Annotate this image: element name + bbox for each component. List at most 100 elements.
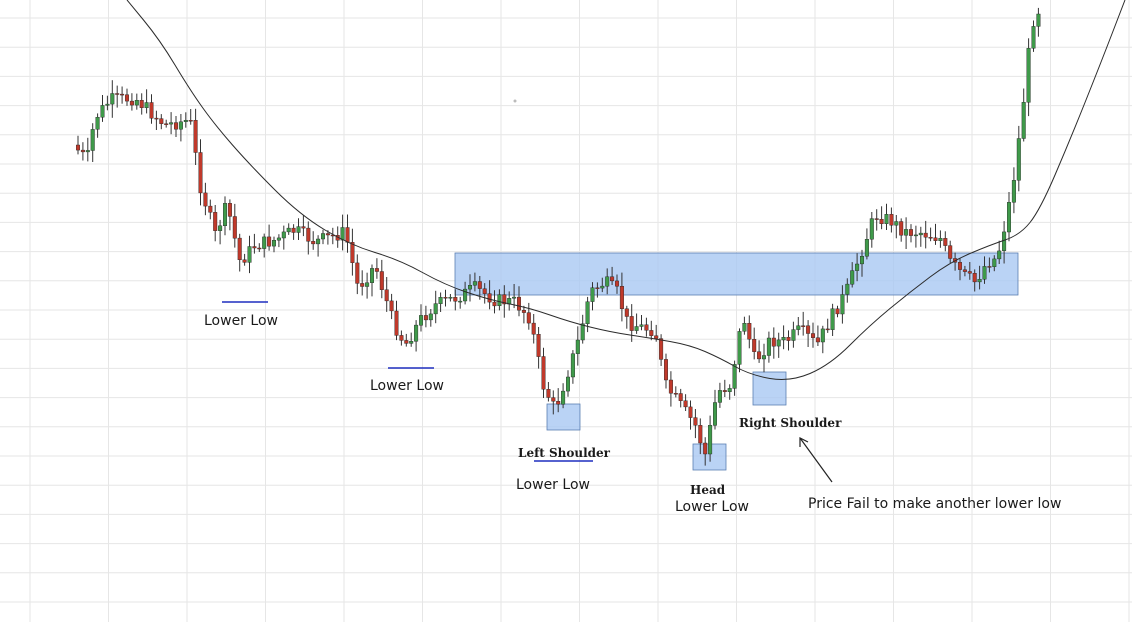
head-label: Head <box>690 483 726 497</box>
candle-body <box>561 390 566 405</box>
candle-body <box>850 270 855 285</box>
candle-body <box>708 425 713 455</box>
candle-body <box>355 262 360 284</box>
candle-body <box>752 339 757 352</box>
candle-body <box>370 268 375 283</box>
candle-body <box>257 247 262 250</box>
candle-body <box>468 285 473 290</box>
candle-body <box>566 376 571 392</box>
candle-body <box>492 301 497 307</box>
price-fail-note: Price Fail to make another lower low <box>808 496 1061 512</box>
candle-body <box>267 236 272 247</box>
candle-body <box>1036 13 1041 27</box>
candle-body <box>551 397 556 402</box>
candle-body <box>757 351 762 360</box>
candle-body <box>634 326 639 331</box>
candle-body <box>796 325 801 330</box>
candle-body <box>252 246 257 249</box>
candle-body <box>247 246 252 263</box>
candle-body <box>144 102 149 109</box>
candle-body <box>458 300 463 303</box>
candle-body <box>1026 48 1031 103</box>
candle-body <box>713 402 718 426</box>
candle-body <box>791 329 796 341</box>
candle-body <box>879 218 884 224</box>
candle-body <box>242 259 247 263</box>
candle-body <box>399 335 404 341</box>
candle-body <box>521 310 526 313</box>
candle-body <box>115 93 120 95</box>
candle-body <box>419 315 424 326</box>
candle-body <box>517 296 522 311</box>
candle-body <box>463 288 468 302</box>
lower-low-3-label: Lower Low <box>516 477 590 493</box>
candle-body <box>717 390 722 403</box>
candle-body <box>884 214 889 225</box>
candle-body <box>379 271 384 290</box>
candle-body <box>688 406 693 418</box>
candle-body <box>585 301 590 325</box>
candle-body <box>423 315 428 321</box>
candlestick-series <box>75 7 1041 466</box>
candle-body <box>860 256 865 265</box>
candle-body <box>845 283 850 295</box>
candle-body <box>208 205 213 213</box>
candle-body <box>149 102 154 119</box>
candle-body <box>840 294 845 315</box>
candle-body <box>811 333 816 338</box>
right-shoulder-label: Right Shoulder <box>739 416 842 430</box>
candle-body <box>100 105 105 118</box>
candle-body <box>321 233 326 240</box>
candle-body <box>404 340 409 344</box>
candle-body <box>600 285 605 289</box>
candle-body <box>864 238 869 257</box>
candle-body <box>296 226 301 233</box>
candle-body <box>644 324 649 331</box>
candle-body <box>222 203 227 227</box>
moving-average-line <box>126 0 1126 380</box>
candle-body <box>928 236 933 239</box>
candle-body <box>213 212 218 231</box>
candle-body <box>590 287 595 302</box>
stray-dot-mark <box>513 99 517 103</box>
candle-body <box>703 442 708 455</box>
candle-body <box>938 238 943 241</box>
candle-body <box>972 273 977 283</box>
candle-body <box>350 242 355 264</box>
candle-body <box>325 233 330 236</box>
candle-body <box>727 388 732 392</box>
candle-body <box>120 93 125 96</box>
candle-body <box>992 258 997 267</box>
candle-body <box>154 117 159 120</box>
candle-body <box>374 268 379 272</box>
candle-body <box>918 232 923 236</box>
resistance-zone <box>454 252 1019 296</box>
candle-body <box>487 293 492 303</box>
lower-low-1-label: Lower Low <box>204 313 278 329</box>
candle-body <box>595 287 600 289</box>
candle-body <box>747 323 752 340</box>
candle-body <box>472 281 477 286</box>
candle-body <box>75 144 80 151</box>
candle-body <box>722 390 727 392</box>
candle-body <box>570 353 575 378</box>
candle-body <box>771 337 776 347</box>
candle-body <box>786 337 791 341</box>
candle-body <box>365 282 370 287</box>
candle-body <box>438 297 443 304</box>
candle-body <box>110 93 115 105</box>
candle-body <box>316 238 321 245</box>
candle-body <box>291 227 296 233</box>
candle-body <box>909 229 914 236</box>
candle-body <box>913 234 918 237</box>
candle-body <box>453 297 458 302</box>
candle-body <box>428 313 433 321</box>
candle-body <box>668 379 673 394</box>
candle-body <box>159 118 164 124</box>
candle-body <box>531 322 536 335</box>
candle-body <box>345 227 350 243</box>
candle-body <box>389 300 394 312</box>
candle-body <box>306 227 311 242</box>
candle-body <box>129 100 134 106</box>
